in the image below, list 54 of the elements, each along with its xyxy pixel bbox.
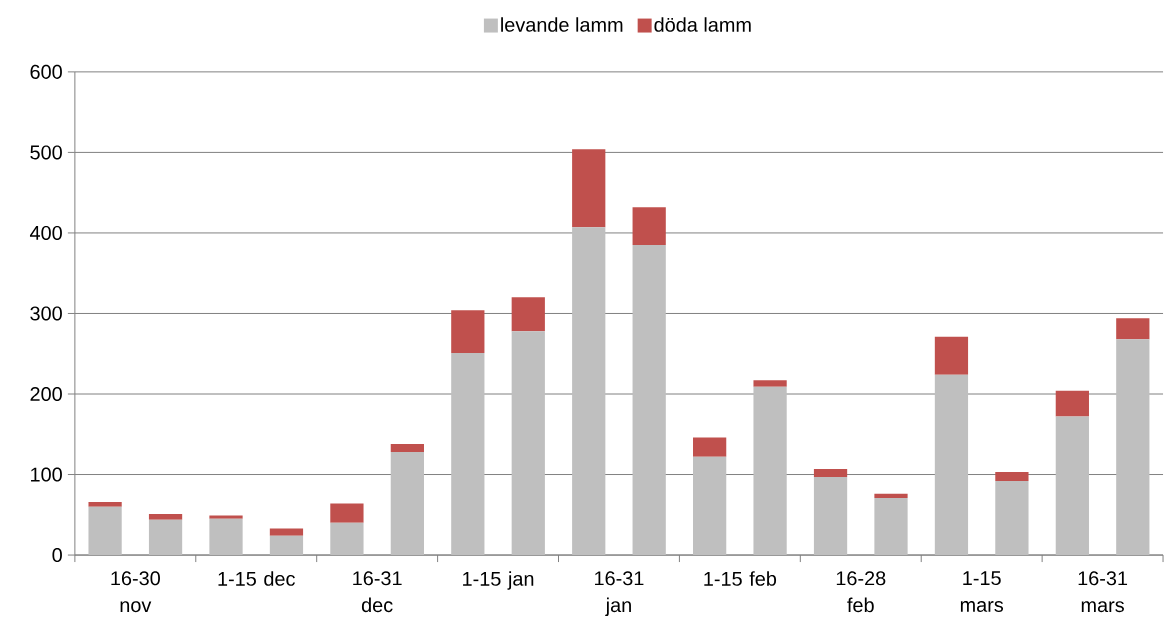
- bar: [1116, 318, 1150, 340]
- bar: [693, 456, 727, 556]
- x-tick-label: 1-15 feb: [704, 571, 777, 586]
- bar: [1116, 339, 1150, 556]
- y-tick-label: 300: [30, 306, 62, 321]
- bar: [632, 245, 666, 556]
- bar: [813, 476, 848, 556]
- bar: [390, 443, 424, 453]
- bar: [88, 501, 122, 507]
- bar: [813, 468, 848, 477]
- legend-label: döda lamm: [654, 17, 751, 32]
- x-tick-label: 16-31 jan: [595, 571, 644, 617]
- bar: [693, 437, 727, 457]
- y-tick-label: 200: [30, 387, 62, 402]
- x-tick-label: 1-15 mars: [960, 571, 1004, 612]
- bar: [511, 331, 545, 556]
- bar: [148, 514, 183, 520]
- bar: [269, 528, 304, 536]
- y-tick-label: 400: [29, 225, 62, 241]
- legend-label: levande lamm: [501, 17, 623, 32]
- x-tick-label: 16-31 mars: [1078, 571, 1128, 613]
- bar: [390, 452, 424, 556]
- x-tick-label: 1-15 jan: [463, 571, 534, 590]
- bar: [874, 493, 908, 498]
- bar: [269, 535, 304, 556]
- x-tick-label: 1-15 dec: [218, 571, 295, 586]
- bar: [934, 336, 969, 375]
- bar: [1055, 390, 1089, 417]
- bar: [753, 380, 787, 387]
- x-tick-label: 16-30 nov: [111, 571, 160, 613]
- bar: [995, 481, 1029, 556]
- x-tick-label: 16-28 feb: [836, 571, 886, 613]
- x-tick-label: 16-31 dec: [353, 571, 402, 613]
- bar: [451, 352, 485, 556]
- bar: [934, 374, 969, 556]
- bar: [209, 518, 243, 556]
- bar: [632, 207, 666, 246]
- bar: [330, 522, 364, 556]
- bar: [330, 503, 364, 523]
- y-tick-label: 600: [30, 64, 62, 79]
- bar: [511, 297, 545, 332]
- y-tick-label: 100: [31, 467, 62, 482]
- y-tick-label: 0: [52, 548, 62, 563]
- bar: [1055, 416, 1089, 556]
- bar: [209, 515, 243, 519]
- bar: [451, 310, 485, 353]
- y-tick-label: 500: [30, 145, 62, 160]
- bar: [572, 149, 606, 228]
- bar: [148, 519, 183, 556]
- bar: [88, 506, 122, 556]
- bar: [753, 386, 787, 556]
- bar: [874, 497, 908, 556]
- bar: [995, 472, 1029, 481]
- bar: [572, 227, 606, 556]
